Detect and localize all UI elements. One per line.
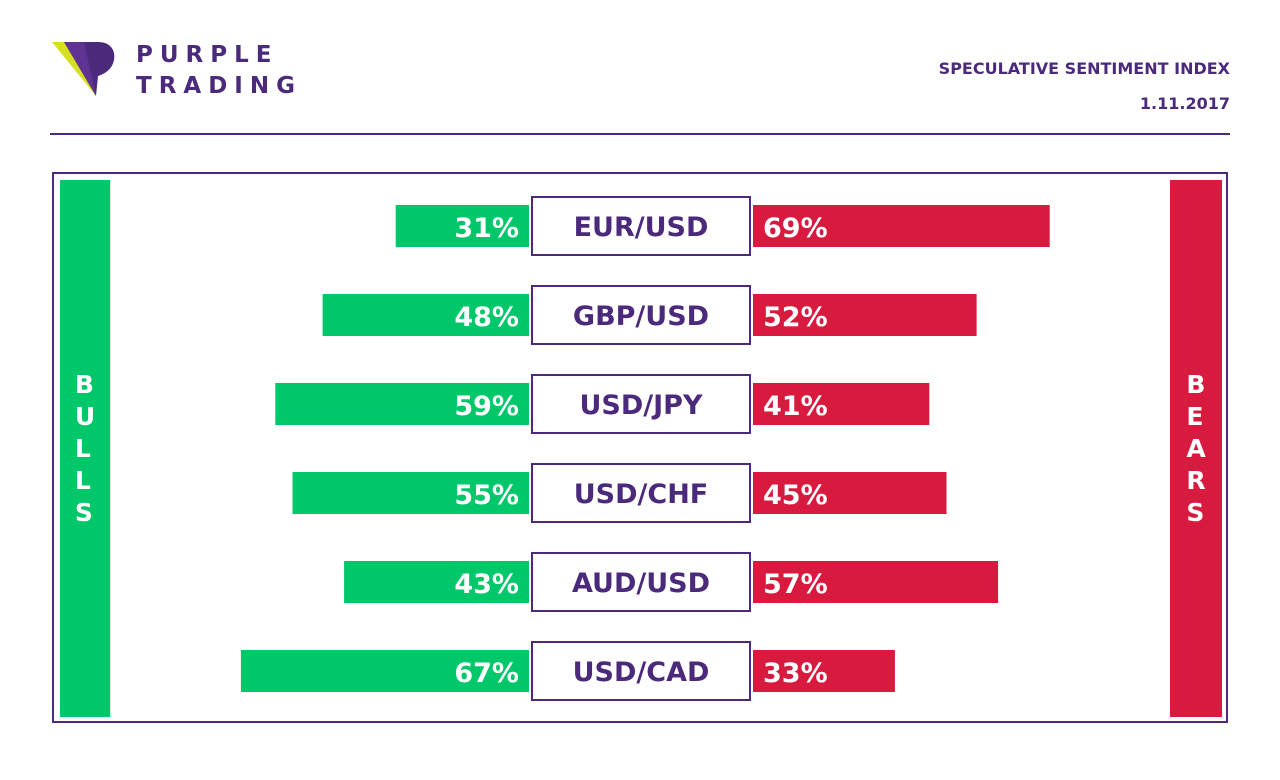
bulls-value-label: 48% xyxy=(454,302,519,333)
bulls-value-label: 59% xyxy=(454,391,519,422)
page-date: 1.11.2017 xyxy=(1139,94,1230,113)
chart-row: EUR/USD 31% 69% xyxy=(395,196,1050,256)
bulls-bar xyxy=(322,294,529,336)
pair-label-box xyxy=(531,552,751,612)
page-title: SPECULATIVE SENTIMENT INDEX xyxy=(938,59,1230,78)
brand-name-line2: TRADING xyxy=(136,73,302,99)
pair-label-box xyxy=(531,641,751,701)
pair-label: USD/CAD xyxy=(573,657,710,688)
chart-row: USD/JPY 59% 41% xyxy=(275,374,930,434)
pair-label: USD/CHF xyxy=(574,479,709,510)
pair-label-box xyxy=(531,196,751,256)
bears-bar xyxy=(753,650,895,692)
bears-value-label: 41% xyxy=(763,391,828,422)
chart-row: USD/CAD 67% 33% xyxy=(240,641,895,701)
pair-label-box xyxy=(531,285,751,345)
bulls-value-label: 67% xyxy=(454,658,519,689)
bears-value-label: 52% xyxy=(763,302,828,333)
bulls-bar xyxy=(275,383,529,425)
chart-row: GBP/USD 48% 52% xyxy=(322,285,977,345)
bears-bar xyxy=(753,472,947,514)
header-divider xyxy=(50,133,1230,135)
bulls-bar xyxy=(292,472,529,514)
bears-bar xyxy=(753,383,930,425)
chart-row: USD/CHF 55% 45% xyxy=(292,463,947,523)
bears-value-label: 69% xyxy=(763,213,828,244)
bulls-value-label: 55% xyxy=(454,480,519,511)
bears-bar xyxy=(753,561,999,603)
pair-label: AUD/USD xyxy=(572,568,710,599)
brand-name-line1: PURPLE xyxy=(136,42,279,68)
pair-label: EUR/USD xyxy=(574,212,709,243)
pair-label: USD/JPY xyxy=(579,390,702,421)
bears-value-label: 45% xyxy=(763,480,828,511)
bears-value-label: 33% xyxy=(763,658,828,689)
chart-frame xyxy=(52,172,1228,723)
pair-label: GBP/USD xyxy=(573,301,709,332)
bulls-value-label: 43% xyxy=(454,569,519,600)
pair-label-box xyxy=(531,463,751,523)
bulls-value-label: 31% xyxy=(454,213,519,244)
chart-row: AUD/USD 43% 57% xyxy=(344,552,999,612)
purple-trading-logo-icon xyxy=(52,42,115,96)
bulls-bar xyxy=(395,205,529,247)
pair-label-box xyxy=(531,374,751,434)
bears-bar xyxy=(753,294,977,336)
bulls-bar xyxy=(344,561,529,603)
bulls-bar xyxy=(240,650,529,692)
bears-value-label: 57% xyxy=(763,569,828,600)
bears-bar xyxy=(753,205,1050,247)
